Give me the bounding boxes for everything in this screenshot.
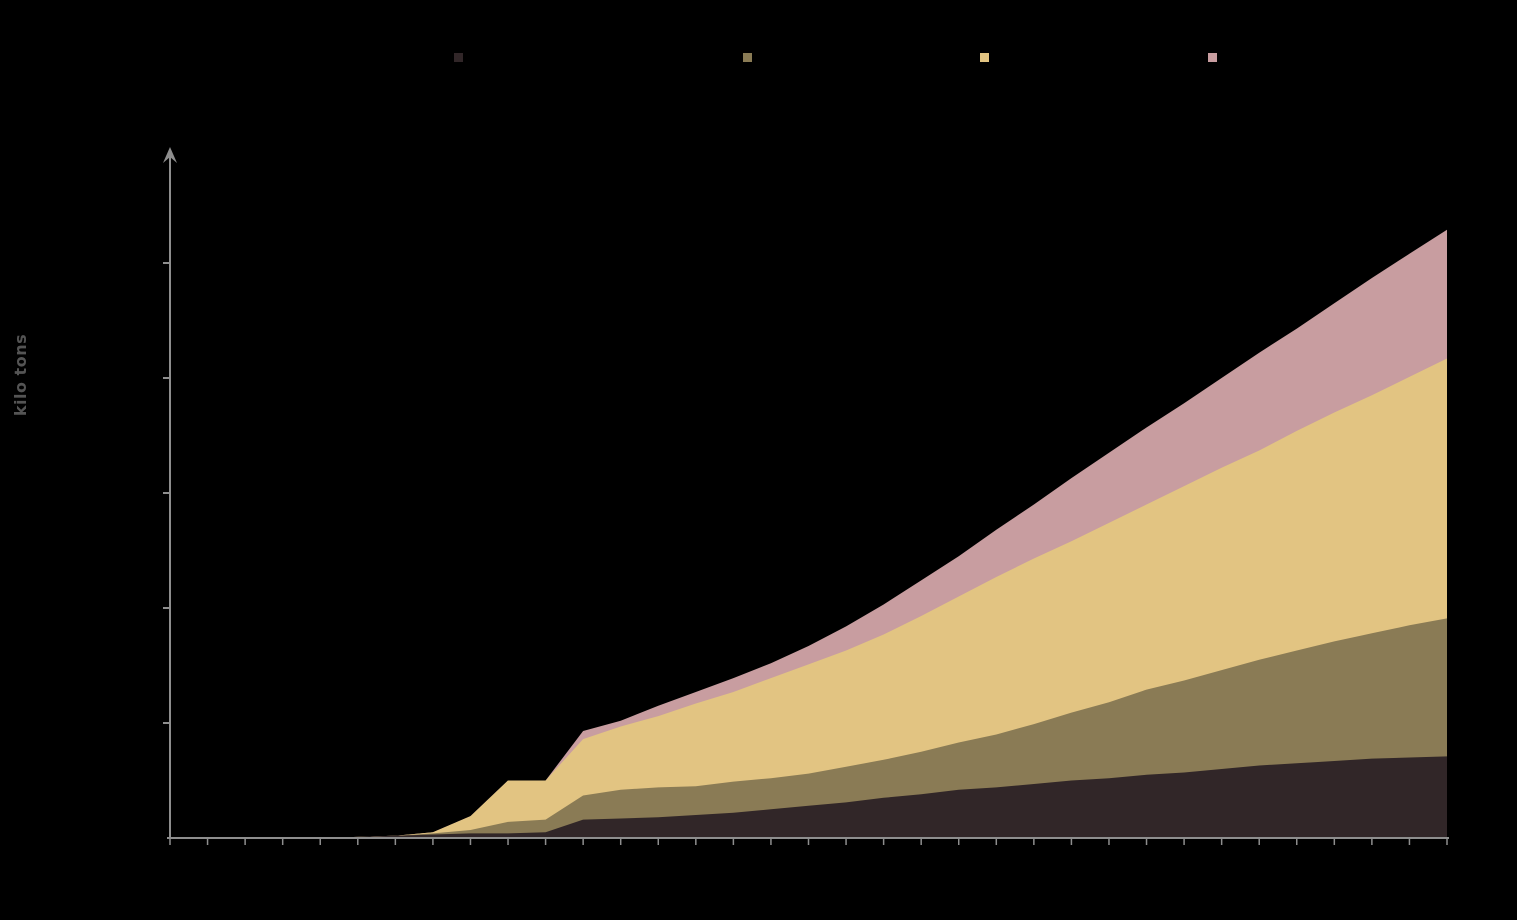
legend-swatch-3	[980, 53, 989, 62]
area-series-group	[170, 229, 1447, 838]
legend-item-2[interactable]	[743, 53, 758, 62]
axes-group	[163, 147, 1449, 845]
area-series-1-dark	[170, 756, 1447, 838]
legend-item-3[interactable]	[980, 53, 995, 62]
legend-item-4[interactable]	[1208, 53, 1223, 62]
legend-swatch-2	[743, 53, 752, 62]
y-axis-title: kilo tons	[11, 334, 30, 416]
legend-swatch-1	[454, 53, 463, 62]
y-axis-arrow-icon	[163, 147, 177, 163]
legend-item-1[interactable]	[454, 53, 469, 62]
legend-swatch-4	[1208, 53, 1217, 62]
